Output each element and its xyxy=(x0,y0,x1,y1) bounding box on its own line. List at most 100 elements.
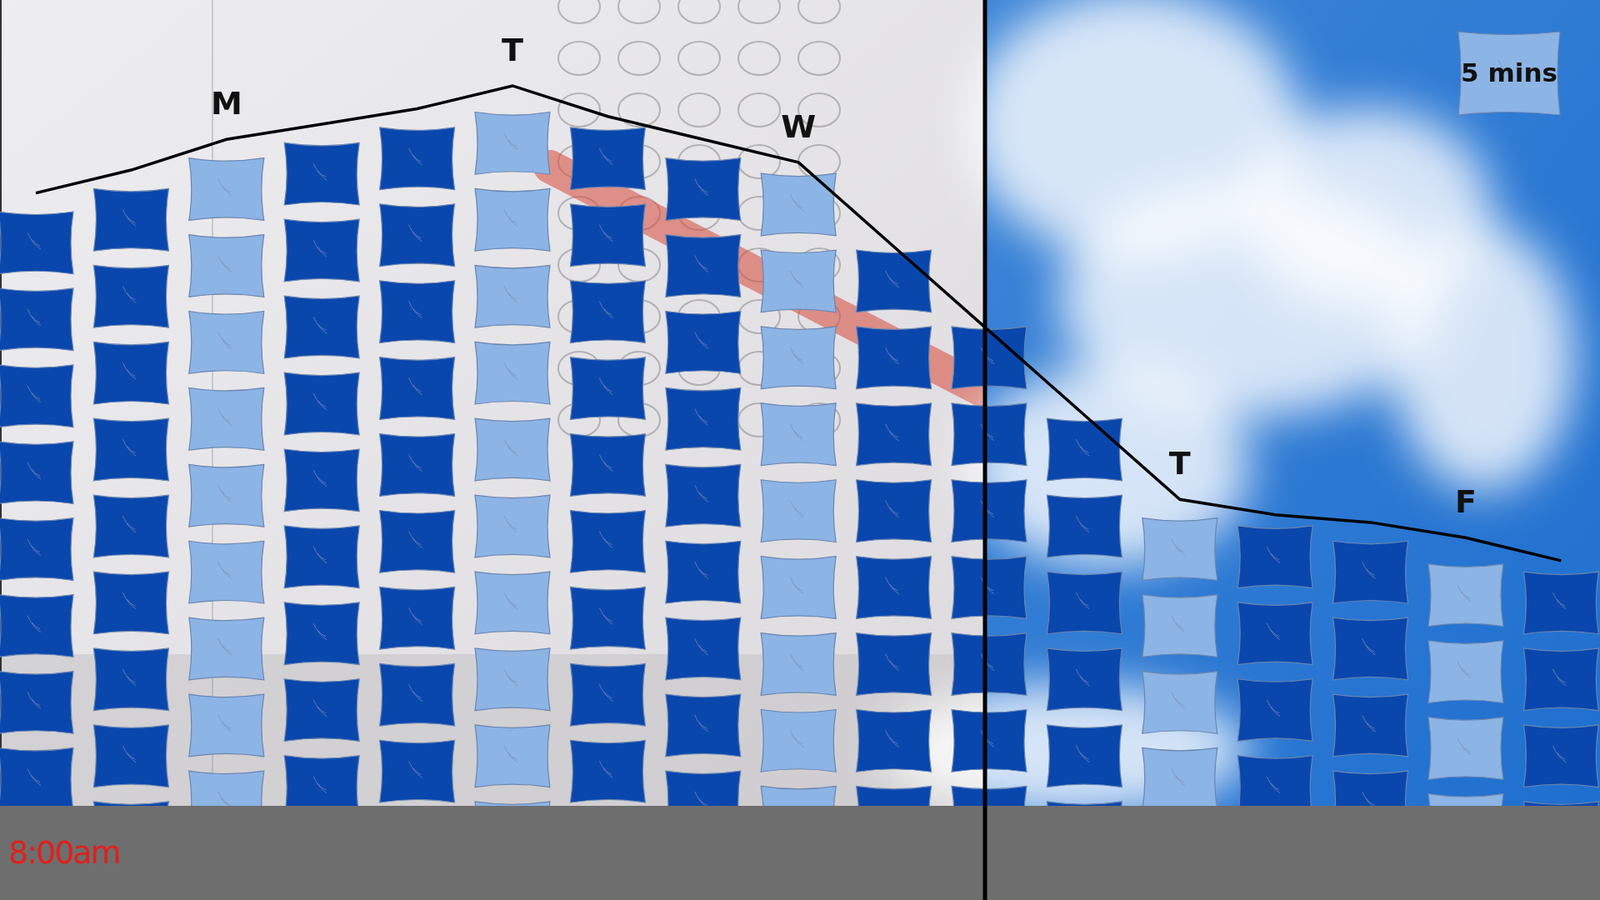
pillow-shape xyxy=(1428,640,1504,704)
pillow-shape xyxy=(284,755,360,806)
pillow-shape xyxy=(0,518,74,581)
pillow xyxy=(760,173,836,236)
pillow-shape xyxy=(570,740,645,803)
pillow-crease xyxy=(409,148,423,165)
pillow-shape xyxy=(760,250,836,313)
pillow-shape xyxy=(856,556,932,620)
pillow xyxy=(284,142,360,205)
pillow xyxy=(0,288,74,351)
pillow-crease xyxy=(122,592,136,610)
pillow-crease xyxy=(313,546,327,564)
pillow-crease xyxy=(1457,738,1471,755)
pillow-crease xyxy=(409,607,423,625)
pillow xyxy=(760,250,836,313)
pillow-crease xyxy=(695,255,709,273)
pillow-crease xyxy=(313,470,327,487)
pillow-crease xyxy=(504,745,518,763)
pillow-crease xyxy=(790,270,804,288)
pillow xyxy=(856,785,932,806)
pillow xyxy=(475,341,550,405)
pillow xyxy=(93,495,169,558)
pillow xyxy=(0,747,74,806)
pillow-shape xyxy=(189,540,265,604)
pillow-crease xyxy=(504,285,518,303)
pillow-shape xyxy=(951,556,1027,620)
pillow-shape xyxy=(284,679,360,742)
pillow-column xyxy=(856,250,932,806)
pillow xyxy=(189,387,265,450)
pillow-crease xyxy=(1266,776,1280,794)
pillow-crease xyxy=(504,669,518,686)
pillow-shape xyxy=(0,365,74,428)
pillow-crease xyxy=(695,408,709,425)
pillow-column xyxy=(570,127,645,803)
pillow-crease xyxy=(1075,439,1090,456)
cloud xyxy=(1391,225,1575,492)
pillow-shape xyxy=(189,464,265,527)
pillow-crease xyxy=(1362,715,1376,732)
pillow-shape xyxy=(856,403,932,466)
pillow-crease xyxy=(1171,539,1185,556)
pillow xyxy=(0,595,74,658)
pillow-shape xyxy=(1523,571,1599,635)
pillow-shape xyxy=(665,770,741,806)
pillow xyxy=(951,710,1027,773)
pillow-crease xyxy=(885,270,900,288)
pillow xyxy=(284,602,360,665)
plot-marks xyxy=(0,85,1599,806)
pillow-crease xyxy=(695,561,709,579)
pillow-column xyxy=(1237,525,1313,806)
pillow xyxy=(1523,571,1599,635)
pillow-shape xyxy=(93,648,169,711)
pillow-shape xyxy=(380,434,455,497)
pillow xyxy=(1428,640,1504,704)
pillow-shape xyxy=(1333,770,1409,806)
pillow xyxy=(665,770,741,806)
pillow-crease xyxy=(885,577,900,595)
pillow-crease xyxy=(790,654,804,671)
pillow xyxy=(856,326,932,390)
pillow xyxy=(665,617,741,680)
pillow xyxy=(0,211,74,275)
pillow xyxy=(189,464,265,527)
pillow-shape xyxy=(856,480,932,543)
bubble xyxy=(618,41,660,75)
pillow xyxy=(0,518,74,581)
pillow-crease xyxy=(218,255,232,273)
pillow xyxy=(570,510,645,574)
pillow-column xyxy=(665,158,741,806)
answer-bubbles xyxy=(558,0,840,437)
pillow-crease xyxy=(122,439,136,456)
pillow xyxy=(284,755,360,806)
pillow-shape xyxy=(951,480,1027,543)
pillow xyxy=(760,480,836,543)
pillow xyxy=(665,158,741,221)
bubble xyxy=(558,93,600,127)
pillow-crease xyxy=(1171,615,1185,633)
pillow xyxy=(380,586,455,650)
pillow-shape xyxy=(665,311,741,375)
pillow-shape xyxy=(189,311,265,375)
pillow-shape xyxy=(570,434,645,497)
pillow-crease xyxy=(27,309,41,326)
pillow xyxy=(475,495,550,558)
time-label: 8:00am xyxy=(8,834,120,871)
pillow xyxy=(951,556,1027,620)
pillow-crease xyxy=(27,385,41,403)
pillow-crease xyxy=(695,485,709,502)
pillow-shape xyxy=(1458,31,1560,115)
pillow-shape xyxy=(1046,648,1122,711)
pillow-shape xyxy=(284,219,360,282)
bubble xyxy=(738,93,780,127)
pillow-shape xyxy=(284,449,360,512)
pillow xyxy=(475,801,550,806)
pillow-shape xyxy=(189,158,265,221)
pillow-shape xyxy=(93,495,169,558)
pillow-shape xyxy=(665,694,741,757)
pillow-column xyxy=(284,142,360,806)
pillow-shape xyxy=(1428,564,1504,627)
pillow-column xyxy=(1142,518,1218,806)
pillow-crease xyxy=(122,362,136,380)
pillow-shape xyxy=(570,586,645,650)
pillow xyxy=(570,434,645,497)
